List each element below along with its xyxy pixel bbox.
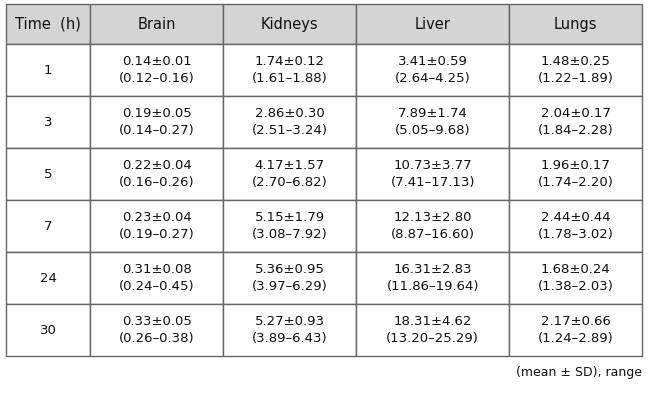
Text: 16.31±2.83
(11.86–19.64): 16.31±2.83 (11.86–19.64) [386,263,479,293]
Text: Liver: Liver [415,17,450,32]
Text: 3: 3 [44,115,52,128]
Text: 2.44±0.44
(1.78–3.02): 2.44±0.44 (1.78–3.02) [538,211,614,241]
Bar [356,4,509,44]
Text: 2.86±0.30
(2.51–3.24): 2.86±0.30 (2.51–3.24) [252,107,328,137]
Text: 0.22±0.04
(0.16–0.26): 0.22±0.04 (0.16–0.26) [119,159,194,189]
Text: 4.17±1.57
(2.70–6.82): 4.17±1.57 (2.70–6.82) [252,159,328,189]
Text: 10.73±3.77
(7.41–17.13): 10.73±3.77 (7.41–17.13) [391,159,475,189]
Bar [224,148,356,200]
Text: Lungs: Lungs [554,17,597,32]
Text: 1.96±0.17
(1.74–2.20): 1.96±0.17 (1.74–2.20) [538,159,614,189]
Bar [509,148,642,200]
Bar [356,252,509,304]
Bar [224,96,356,148]
Text: 1.68±0.24
(1.38–2.03): 1.68±0.24 (1.38–2.03) [538,263,614,293]
Bar [6,304,90,356]
Bar [90,96,224,148]
Bar [224,44,356,96]
Bar [509,252,642,304]
Bar [224,200,356,252]
Text: 5.36±0.95
(3.97–6.29): 5.36±0.95 (3.97–6.29) [252,263,328,293]
Bar [6,96,90,148]
Bar [509,200,642,252]
Text: 5.15±1.79
(3.08–7.92): 5.15±1.79 (3.08–7.92) [252,211,328,241]
Bar [224,252,356,304]
Bar [509,4,642,44]
Text: 2.17±0.66
(1.24–2.89): 2.17±0.66 (1.24–2.89) [538,315,614,345]
Text: Brain: Brain [137,17,176,32]
Text: 1.74±0.12
(1.61–1.88): 1.74±0.12 (1.61–1.88) [252,55,328,85]
Text: Time  (h): Time (h) [16,17,81,32]
Text: 7.89±1.74
(5.05–9.68): 7.89±1.74 (5.05–9.68) [395,107,470,137]
Bar [90,252,224,304]
Bar [6,200,90,252]
Text: 12.13±2.80
(8.87–16.60): 12.13±2.80 (8.87–16.60) [391,211,475,241]
Text: 1: 1 [44,63,52,76]
Bar [90,44,224,96]
Text: 0.31±0.08
(0.24–0.45): 0.31±0.08 (0.24–0.45) [119,263,194,293]
Text: 24: 24 [40,271,56,284]
Bar [6,252,90,304]
Text: 5.27±0.93
(3.89–6.43): 5.27±0.93 (3.89–6.43) [252,315,328,345]
Text: 0.23±0.04
(0.19–0.27): 0.23±0.04 (0.19–0.27) [119,211,195,241]
Text: 5: 5 [44,167,52,180]
Text: 0.19±0.05
(0.14–0.27): 0.19±0.05 (0.14–0.27) [119,107,195,137]
Text: 18.31±4.62
(13.20–25.29): 18.31±4.62 (13.20–25.29) [386,315,479,345]
Text: Kidneys: Kidneys [261,17,319,32]
Bar [509,96,642,148]
Bar [90,148,224,200]
Bar [6,44,90,96]
Bar [356,304,509,356]
Bar [6,148,90,200]
Text: 0.14±0.01
(0.12–0.16): 0.14±0.01 (0.12–0.16) [119,55,195,85]
Bar [356,200,509,252]
Bar [509,44,642,96]
Bar [224,304,356,356]
Bar [509,304,642,356]
Text: 7: 7 [44,219,52,232]
Text: 30: 30 [40,323,56,336]
Bar [6,4,90,44]
Bar [224,4,356,44]
Text: 3.41±0.59
(2.64–4.25): 3.41±0.59 (2.64–4.25) [395,55,470,85]
Bar [356,44,509,96]
Text: 2.04±0.17
(1.84–2.28): 2.04±0.17 (1.84–2.28) [538,107,614,137]
Bar [90,4,224,44]
Text: (mean ± SD), range: (mean ± SD), range [516,366,642,379]
Bar [90,304,224,356]
Text: 1.48±0.25
(1.22–1.89): 1.48±0.25 (1.22–1.89) [538,55,614,85]
Bar [356,148,509,200]
Bar [356,96,509,148]
Text: 0.33±0.05
(0.26–0.38): 0.33±0.05 (0.26–0.38) [119,315,194,345]
Bar [90,200,224,252]
